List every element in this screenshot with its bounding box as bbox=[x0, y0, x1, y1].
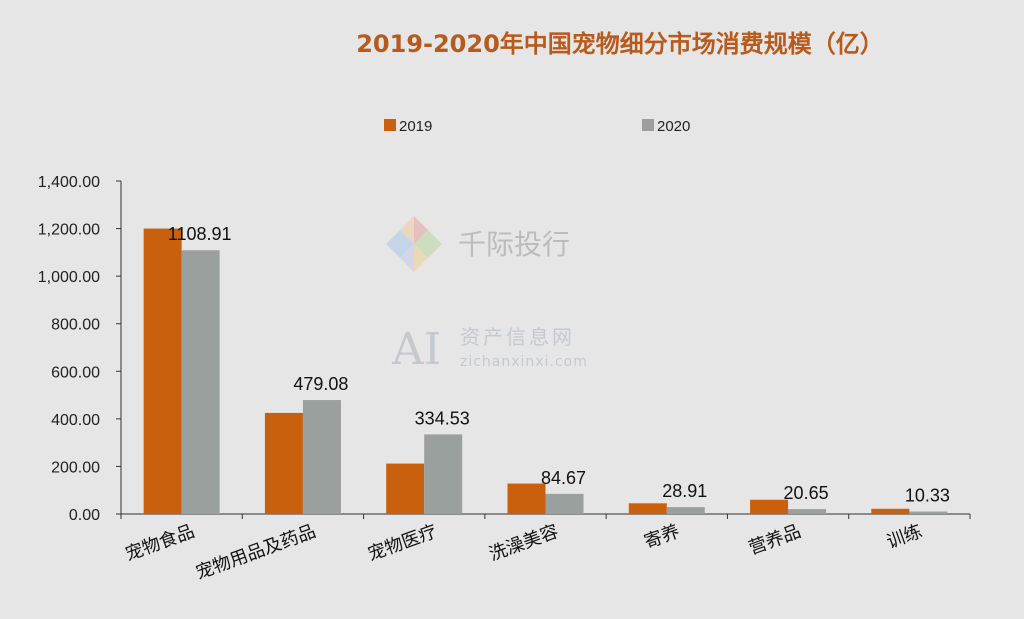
data-label: 84.67 bbox=[541, 468, 586, 488]
legend-item-2019: 2019 bbox=[384, 118, 432, 135]
y-tick-label: 400.00 bbox=[51, 412, 100, 429]
bars bbox=[143, 228, 948, 515]
ai-watermark-text: AI bbox=[391, 324, 441, 375]
bar-2020-4 bbox=[545, 493, 584, 514]
data-label: 334.53 bbox=[415, 408, 470, 428]
y-tick-label: 0.00 bbox=[69, 507, 100, 524]
x-category-label: 洗澡美容 bbox=[486, 521, 561, 565]
legend: 2019 2020 bbox=[384, 118, 690, 135]
legend-swatch-2020 bbox=[642, 119, 654, 131]
x-category-label: 宠物用品及药品 bbox=[193, 521, 319, 584]
data-label: 479.08 bbox=[293, 374, 348, 394]
bar-2019-6 bbox=[750, 499, 789, 514]
bar-2019-3 bbox=[386, 463, 425, 514]
data-label: 20.65 bbox=[784, 483, 829, 503]
legend-label-2020: 2020 bbox=[657, 118, 690, 135]
x-category-label: 宠物食品 bbox=[123, 521, 198, 565]
brand-watermark-text: 千际投行 bbox=[458, 228, 570, 261]
y-tick-label: 800.00 bbox=[51, 317, 100, 334]
bar-2019-5 bbox=[628, 503, 667, 514]
y-tick-label: 1,000.00 bbox=[38, 269, 100, 286]
y-tick-label: 200.00 bbox=[51, 459, 100, 476]
bar-2020-5 bbox=[666, 507, 705, 514]
watermark-brand: 千际投行 bbox=[386, 216, 570, 272]
x-category-label: 寄养 bbox=[641, 521, 682, 553]
y-tick-label: 1,400.00 bbox=[38, 174, 100, 191]
brand-logo-icon bbox=[386, 216, 442, 272]
data-label: 10.33 bbox=[905, 486, 950, 506]
bar-2019-4 bbox=[507, 483, 546, 514]
bar-2020-3 bbox=[424, 434, 463, 514]
site-name-watermark: 资产信息网 bbox=[460, 325, 575, 349]
data-label: 28.91 bbox=[662, 481, 707, 501]
data-labels: 1108.91 479.08 334.53 84.67 28.91 20.65 10.33 bbox=[168, 224, 950, 505]
legend-label-2019: 2019 bbox=[399, 118, 432, 135]
x-category-label: 训练 bbox=[884, 521, 925, 553]
watermark-site: AI 资产信息网 zichanxinxi.com bbox=[391, 324, 588, 375]
bar-2020-7 bbox=[909, 511, 948, 514]
x-category-label: 宠物医疗 bbox=[365, 521, 440, 565]
chart-title: 2019-2020年中国宠物细分市场消费规模（亿） bbox=[356, 30, 884, 58]
bar-2020-1 bbox=[181, 250, 220, 514]
site-url-watermark: zichanxinxi.com bbox=[460, 354, 588, 370]
axes: 0.00 200.00 400.00 600.00 800.00 1,000.00 1,20… bbox=[38, 174, 971, 524]
y-tick-label: 600.00 bbox=[51, 364, 100, 381]
legend-swatch-2019 bbox=[384, 119, 396, 131]
bar-2019-7 bbox=[871, 508, 910, 514]
legend-item-2020: 2020 bbox=[642, 118, 690, 135]
bar-2019-1 bbox=[143, 228, 182, 515]
bar-2020-6 bbox=[788, 509, 827, 514]
data-label: 1108.91 bbox=[168, 224, 232, 244]
y-tick-label: 1,200.00 bbox=[38, 222, 100, 239]
x-category-label: 营养品 bbox=[746, 521, 804, 559]
bar-2020-2 bbox=[302, 400, 341, 514]
bar-2019-2 bbox=[264, 412, 303, 514]
